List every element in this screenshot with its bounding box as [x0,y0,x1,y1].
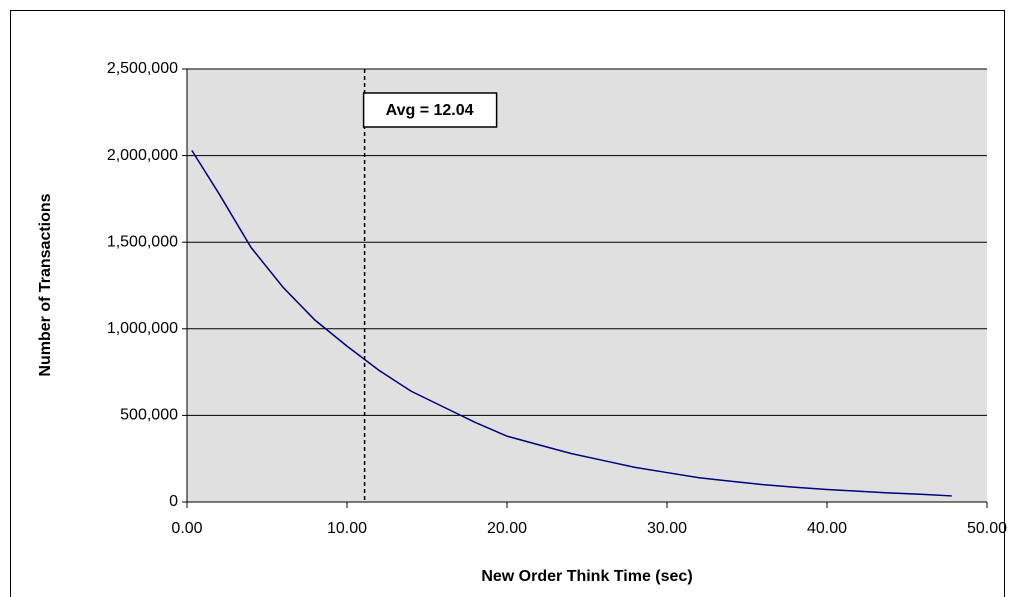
x-axis-label: New Order Think Time (sec) [481,568,692,585]
y-tick-label: 1,500,000 [107,233,178,250]
y-tick-label: 500,000 [120,407,178,424]
data-line [191,150,952,497]
x-tick-label: 30.00 [647,520,687,537]
x-tick-label: 40.00 [807,520,847,537]
y-axis-label: Number of Transactions [37,193,54,376]
y-tick-label: 1,000,000 [107,320,178,337]
annotation-box [362,92,498,128]
x-tick-label: 0.00 [171,520,202,537]
x-tick-label: 20.00 [487,520,527,537]
y-tick-label: 2,000,000 [107,147,178,164]
x-tick-label: 50.00 [967,520,1007,537]
y-tick-label: 0 [169,493,178,510]
plot-area [187,69,987,502]
annotation: Avg = 12.04 [386,102,474,119]
x-tick-label: 10.00 [327,520,367,537]
y-tick-label: 2,500,000 [107,60,178,77]
